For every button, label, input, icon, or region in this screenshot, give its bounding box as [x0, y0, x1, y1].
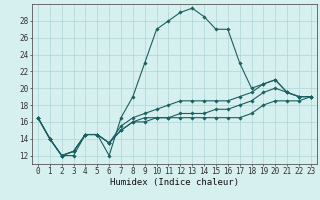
- X-axis label: Humidex (Indice chaleur): Humidex (Indice chaleur): [110, 178, 239, 187]
